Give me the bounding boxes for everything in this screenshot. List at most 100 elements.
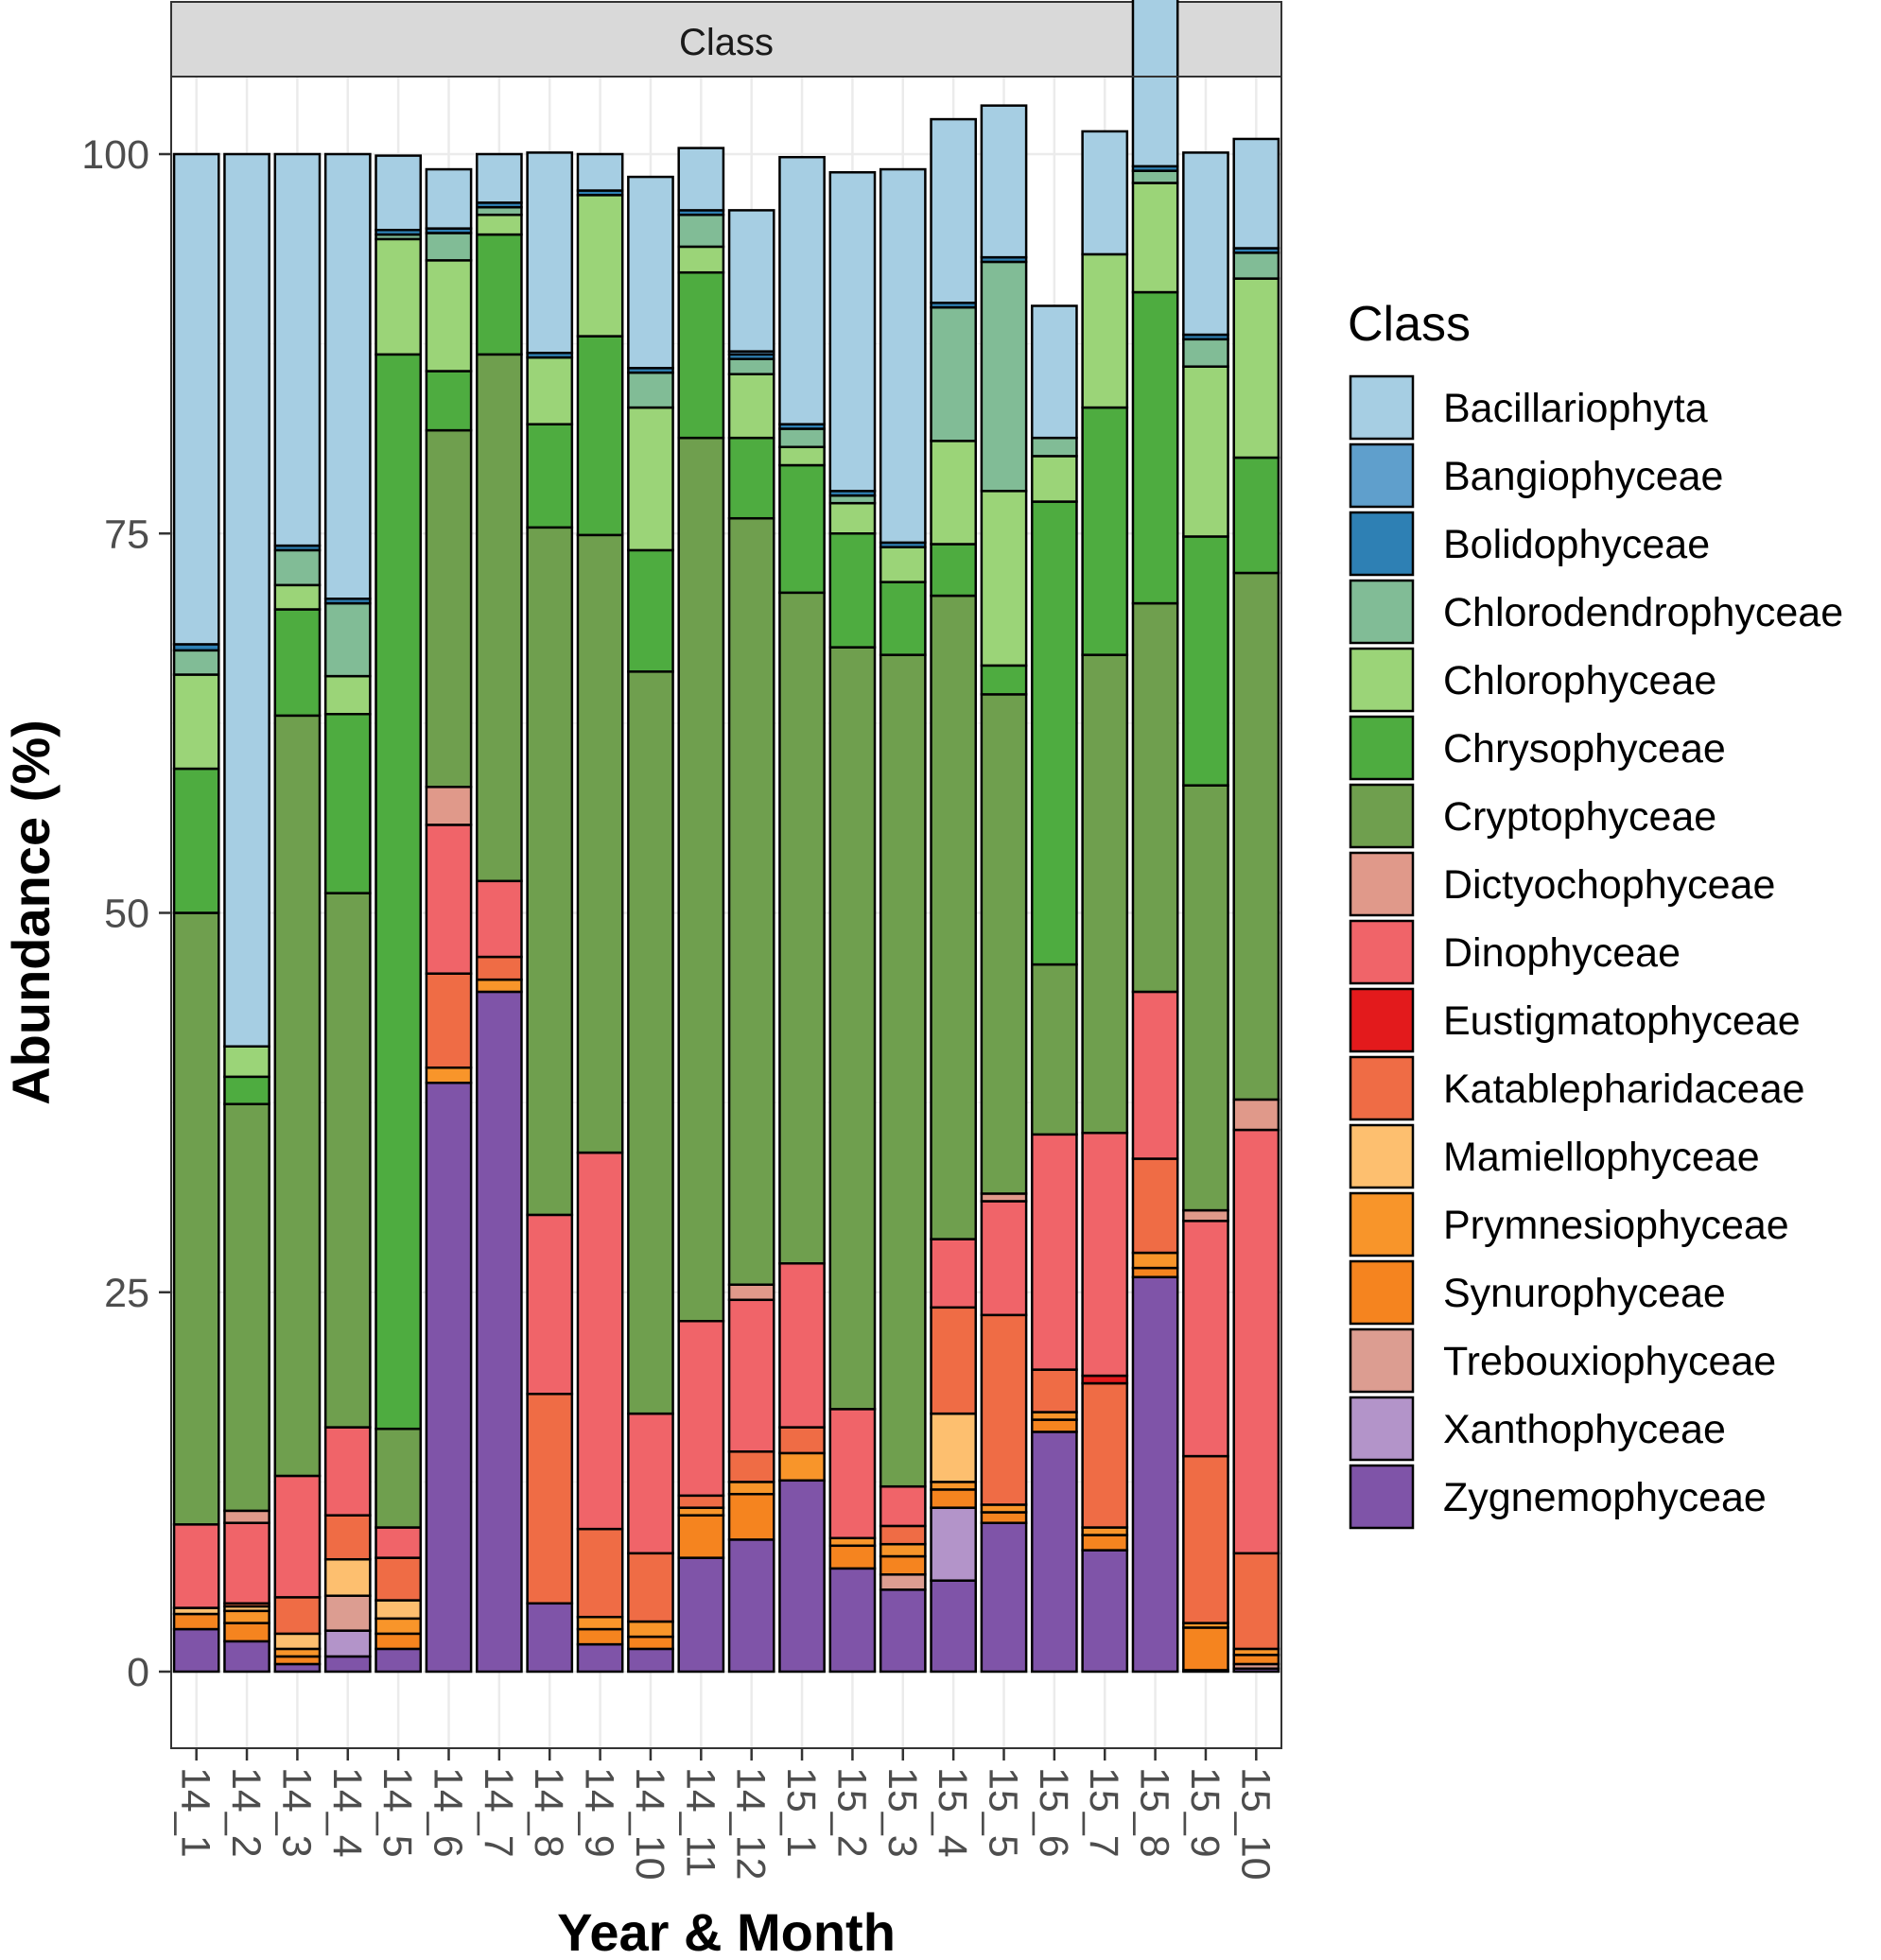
bar-segment-prymnesiophyceae-15_1 [778,1451,826,1483]
bar-segment-dinophyceae-14_1 [172,1523,220,1609]
bar-segment-chlorodendrophyceae-14_4 [323,601,372,678]
bar-segment-mamiellophyceae-14_3 [273,1632,322,1651]
legend-label: Katablepharidaceae [1443,1067,1805,1112]
bar-stack-14_6 [425,167,473,1674]
bar-segment-dictyochophyceae-14_2 [223,1509,270,1524]
bar-segment-synurophyceae-15_4 [930,1488,977,1509]
bar-segment-dictyochophyceae-14_12 [727,1283,775,1302]
bar-segment-katablepharidaceae-15_3 [879,1524,927,1546]
x-tick-label: 14_12 [728,1767,774,1881]
bar-stack-15_9 [1182,151,1229,1674]
bar-segment-bacillariophyta-15_3 [879,167,927,545]
bar-segment-chrysophyceae-14_4 [323,712,372,894]
bar-segment-katablepharidaceae-15_10 [1232,1552,1280,1651]
legend-item-eustigmatophyceae: Eustigmatophyceae [1349,987,1801,1053]
x-tick-label: 15_3 [880,1767,925,1858]
bar-segment-chlorodendrophyceae-15_1 [778,427,826,449]
legend-item-bolidophyceae: Bolidophyceae [1349,511,1710,577]
bar-segment-dinophyceae-14_10 [627,1412,674,1555]
bar-segment-chrysophyceae-15_10 [1232,456,1280,575]
bar-segment-synurophyceae-15_9 [1182,1626,1229,1672]
legend-item-bacillariophyta: Bacillariophyta [1349,374,1708,441]
x-tick-label: 14_8 [526,1767,571,1858]
bar-segment-chlorodendrophyceae-15_8 [1131,169,1179,184]
x-tick-label: 15_9 [1182,1767,1228,1858]
bar-segment-dictyochophyceae-15_9 [1182,1208,1229,1223]
legend: Class Bacillariophyta Bangiophyceae Bolido… [1348,297,1843,1530]
bar-segment-cryptophyceae-14_11 [677,436,725,1323]
x-tick-label: 15_2 [828,1767,874,1858]
bar-segment-katablepharidaceae-15_5 [980,1313,1028,1506]
bar-segment-chlorophyceae-15_7 [1081,252,1129,409]
bar-segment-synurophyceae-14_10 [627,1635,674,1651]
x-tick-label: 15_7 [1081,1767,1126,1858]
bar-segment-katablepharidaceae-14_12 [727,1450,775,1483]
bar-segment-cryptophyceae-14_2 [223,1102,270,1513]
bar-stack-15_5 [980,104,1028,1674]
bar-segment-chrysophyceae-14_3 [273,608,322,718]
bar-segment-bacillariophyta-15_8 [1131,0,1179,168]
bar-segment-zygnemophyceae-14_7 [476,990,523,1674]
y-tick-label: 0 [127,1650,149,1695]
x-tick-label: 14_6 [426,1767,471,1858]
bar-segment-chrysophyceae-15_3 [879,581,927,656]
bar-segment-chlorophyceae-15_1 [778,445,826,467]
bar-segment-bacillariophyta-15_6 [1031,304,1078,440]
bar-segment-katablepharidaceae-14_5 [374,1556,422,1602]
bar-segment-chlorodendrophyceae-14_11 [677,213,725,249]
bar-segment-chlorophyceae-15_6 [1031,455,1078,503]
bar-segment-chlorophyceae-14_3 [273,583,322,611]
bar-segment-cryptophyceae-15_10 [1232,571,1280,1101]
legend-swatch [1349,1055,1415,1121]
bar-segment-chrysophyceae-14_1 [172,767,220,914]
bar-segment-prymnesiophyceae-14_10 [627,1620,674,1639]
bar-segment-mamiellophyceae-14_5 [374,1599,422,1621]
y-axis: 0 25 50 75 100 [81,132,171,1695]
bar-segment-katablepharidaceae-14_7 [476,955,523,981]
x-tick-label: 14_9 [577,1767,622,1858]
legend-swatch [1349,442,1415,509]
bar-segment-chrysophyceae-15_8 [1131,290,1179,605]
bar-segment-chlorophyceae-14_2 [223,1045,270,1079]
x-tick-label: 14_1 [173,1767,218,1858]
legend-item-xanthophyceae: Xanthophyceae [1349,1396,1726,1462]
bar-segment-katablepharidaceae-14_4 [323,1514,372,1561]
bar-segment-bacillariophyta-14_12 [727,209,775,353]
legend-label: Bolidophyceae [1443,522,1710,567]
bar-segment-prymnesiophyceae-14_2 [223,1609,270,1624]
legend-swatch [1349,919,1415,985]
x-tick-label: 14_5 [374,1767,420,1858]
bar-segment-dinophyceae-15_1 [778,1262,826,1429]
bar-segment-dinophyceae-14_12 [727,1298,775,1453]
bar-segment-bacillariophyta-15_10 [1232,137,1280,250]
bar-segment-bacillariophyta-15_4 [930,117,977,304]
bar-segment-cryptophyceae-15_3 [879,653,927,1488]
legend-swatch [1349,647,1415,713]
bar-segment-chlorodendrophyceae-14_3 [273,548,322,587]
bar-segment-synurophyceae-14_1 [172,1612,220,1631]
bar-segment-dinophyceae-14_11 [677,1319,725,1498]
bar-segment-katablepharidaceae-14_11 [677,1494,725,1509]
legend-swatch [1349,374,1415,441]
bar-segment-chrysophyceae-15_2 [828,532,877,649]
legend-label: Chlorodendrophyceae [1443,590,1843,635]
bar-segment-cryptophyceae-15_9 [1182,784,1229,1212]
bar-segment-dinophyceae-15_2 [828,1408,877,1540]
bar-segment-bacillariophyta-14_10 [627,175,674,370]
bar-stack-14_2 [223,152,270,1674]
bar-segment-chlorophyceae-14_10 [627,406,674,552]
legend-swatch [1349,1464,1415,1530]
legend-item-chrysophyceae: Chrysophyceae [1349,715,1726,781]
bar-segment-dinophyceae-14_5 [374,1526,422,1559]
bar-segment-chlorodendrophyceae-14_6 [425,232,473,262]
legend-swatch [1349,851,1415,917]
bar-segment-zygnemophyceae-15_1 [778,1479,826,1674]
bar-segment-trebouxiophyceae-15_3 [879,1573,927,1591]
bar-segment-zygnemophyceae-14_6 [425,1082,473,1674]
bar-stack-15_3 [879,167,927,1674]
legend-item-prymnesiophyceae: Prymnesiophyceae [1349,1191,1789,1258]
bar-stack-15_10 [1232,137,1280,1674]
bar-segment-katablepharidaceae-15_9 [1182,1454,1229,1624]
bar-segment-chlorophyceae-15_9 [1182,365,1229,538]
x-axis: 14_1 14_2 14_3 14_4 14_5 14_6 14_7 14_8 14_9 14_1… [173,1748,1278,1881]
